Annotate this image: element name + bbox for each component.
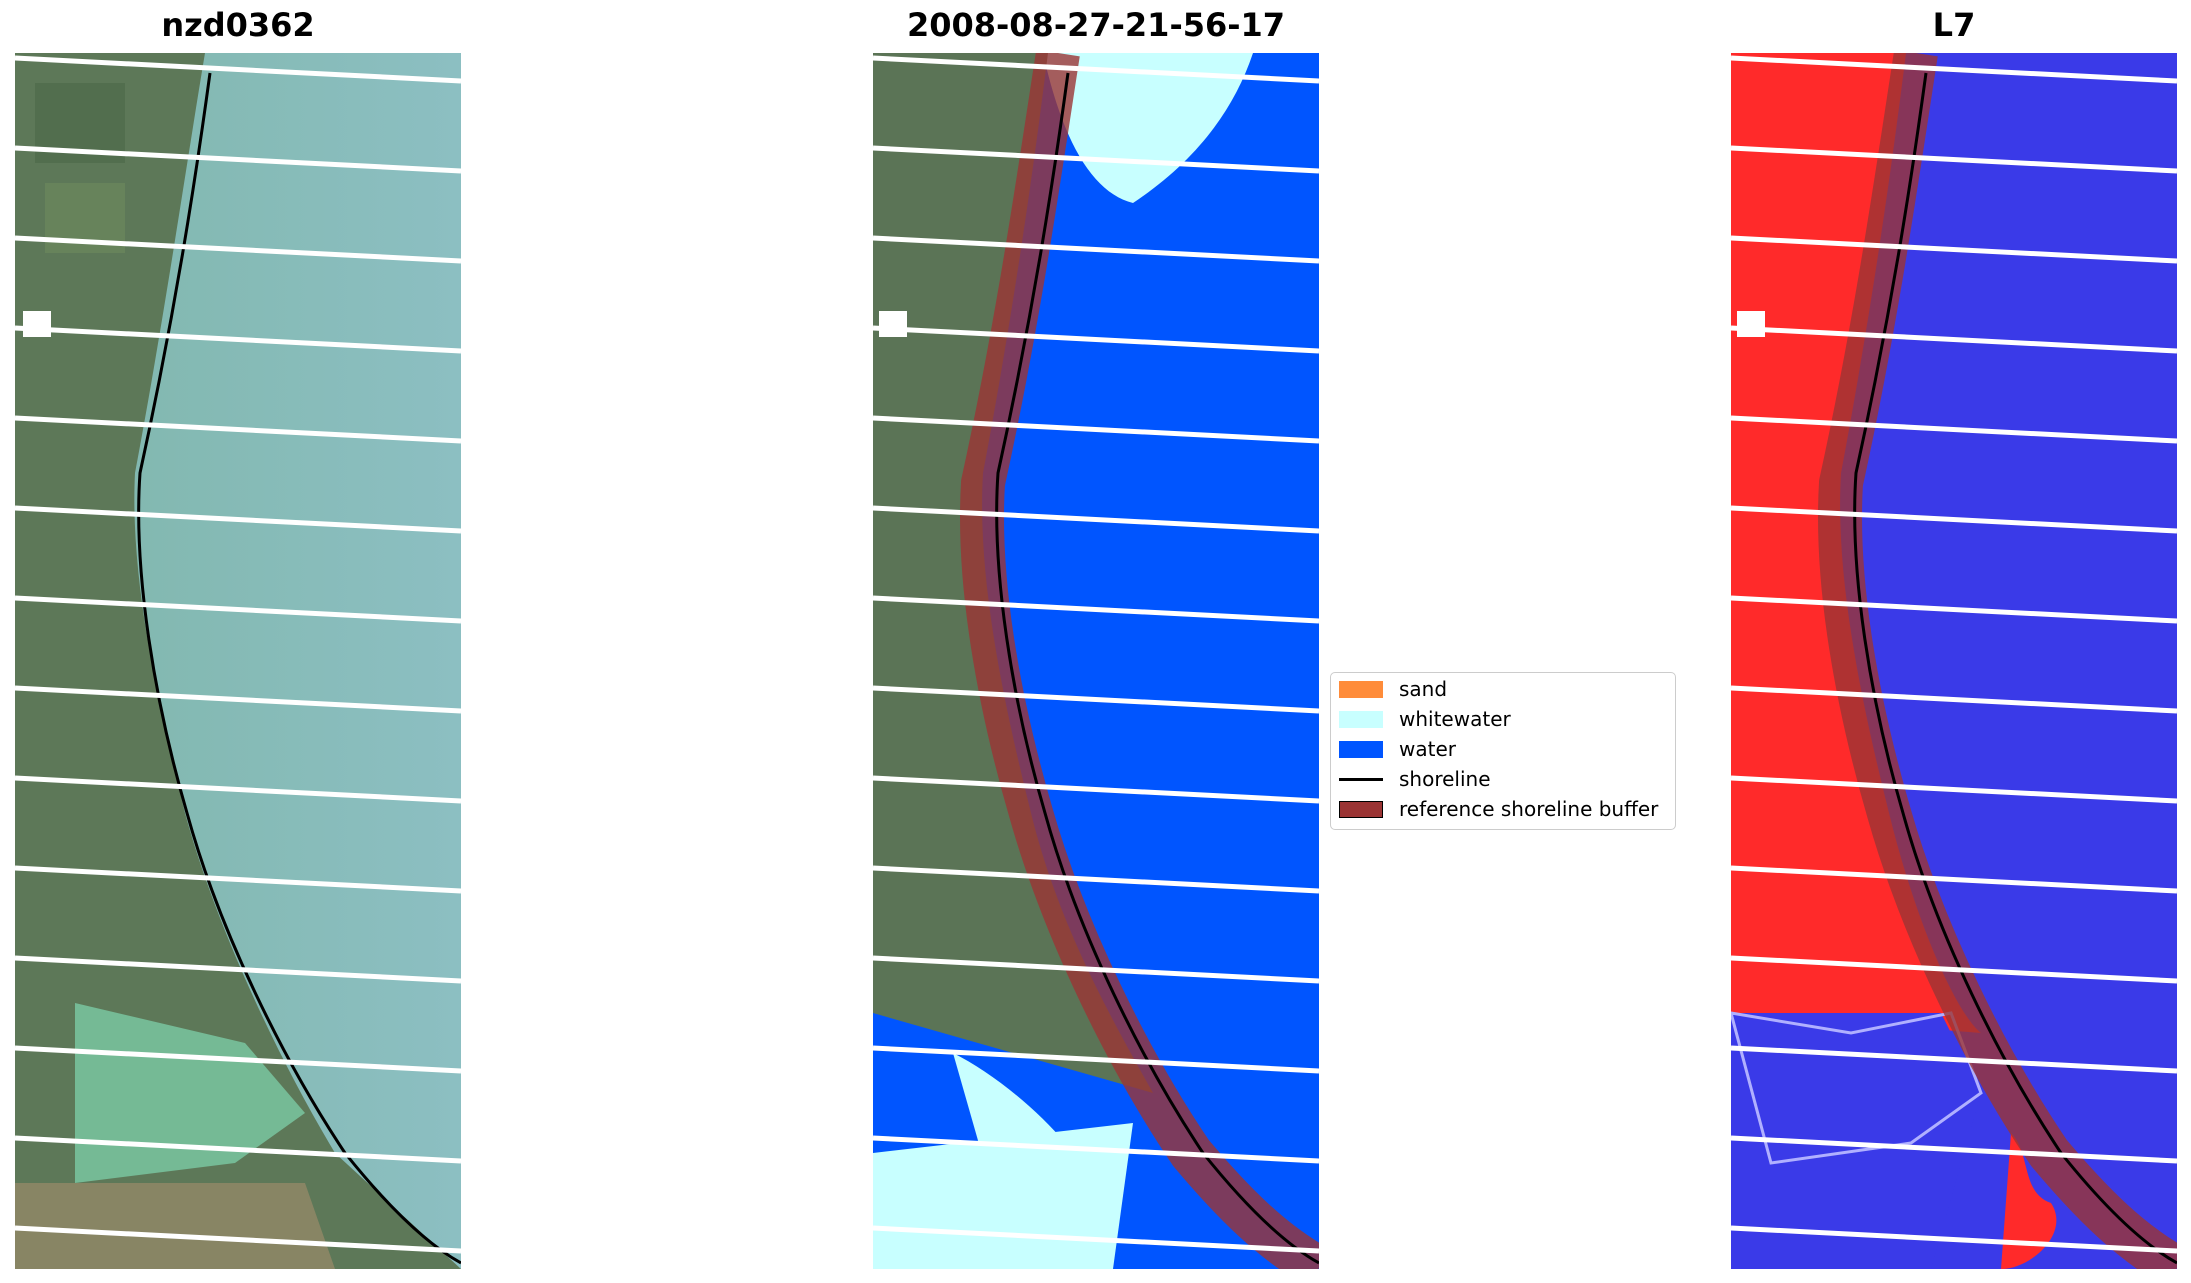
panel-title-classified: 2008-08-27-21-56-17 — [906, 6, 1286, 44]
rgb-image — [15, 53, 461, 1269]
legend-item-shoreline: shoreline — [1339, 767, 1491, 791]
pond-area — [75, 1003, 305, 1183]
pond-outline — [1731, 1011, 1983, 1165]
bare-ground — [15, 1183, 335, 1269]
reference-shoreline-buffer — [960, 53, 1319, 1269]
classified-image — [873, 53, 1319, 1269]
whitewater-swatch — [1339, 710, 1383, 728]
legend-item-water: water — [1339, 737, 1456, 761]
land-index-area — [1731, 53, 1981, 1033]
legend-item-sand: sand — [1339, 677, 1447, 701]
shoreline — [1853, 72, 2177, 1265]
rgb-image-panel — [15, 53, 461, 1269]
reference-shoreline-buffer — [1818, 53, 2177, 1269]
cloud — [23, 311, 51, 337]
legend-item-whitewater: whitewater — [1339, 707, 1511, 731]
land-index-patch — [2001, 1133, 2057, 1269]
pond-index-area — [1731, 1013, 1981, 1269]
shoreline — [995, 72, 1319, 1265]
legend-label: water — [1399, 737, 1456, 761]
whitewater-patch — [1043, 53, 1253, 203]
water-swatch — [1339, 740, 1383, 758]
shoreline — [137, 72, 461, 1265]
index-image-panel — [1731, 53, 2177, 1269]
legend: sand whitewater water shoreline referenc… — [1330, 672, 1676, 830]
index-image — [1731, 53, 2177, 1269]
legend-label: shoreline — [1399, 767, 1491, 791]
scanline-gaps — [15, 55, 461, 1254]
buffer-swatch — [1339, 800, 1383, 818]
legend-label: sand — [1399, 677, 1448, 701]
cloud — [879, 311, 907, 337]
legend-label: reference shoreline buffer — [1399, 797, 1659, 821]
legend-label: whitewater — [1399, 707, 1511, 731]
shoreline-line-swatch — [1339, 777, 1383, 781]
land-area — [873, 53, 1153, 1093]
legend-item-reference-buffer: reference shoreline buffer — [1339, 797, 1658, 821]
panel-title-rgb: nzd0362 — [161, 6, 315, 44]
sand-swatch — [1339, 680, 1383, 698]
scanline-gaps — [1731, 55, 2177, 1254]
classified-image-panel — [873, 53, 1319, 1269]
cloud — [1737, 311, 1765, 337]
panel-title-index: L7 — [1932, 6, 1976, 44]
scanline-gaps — [873, 55, 1319, 1254]
